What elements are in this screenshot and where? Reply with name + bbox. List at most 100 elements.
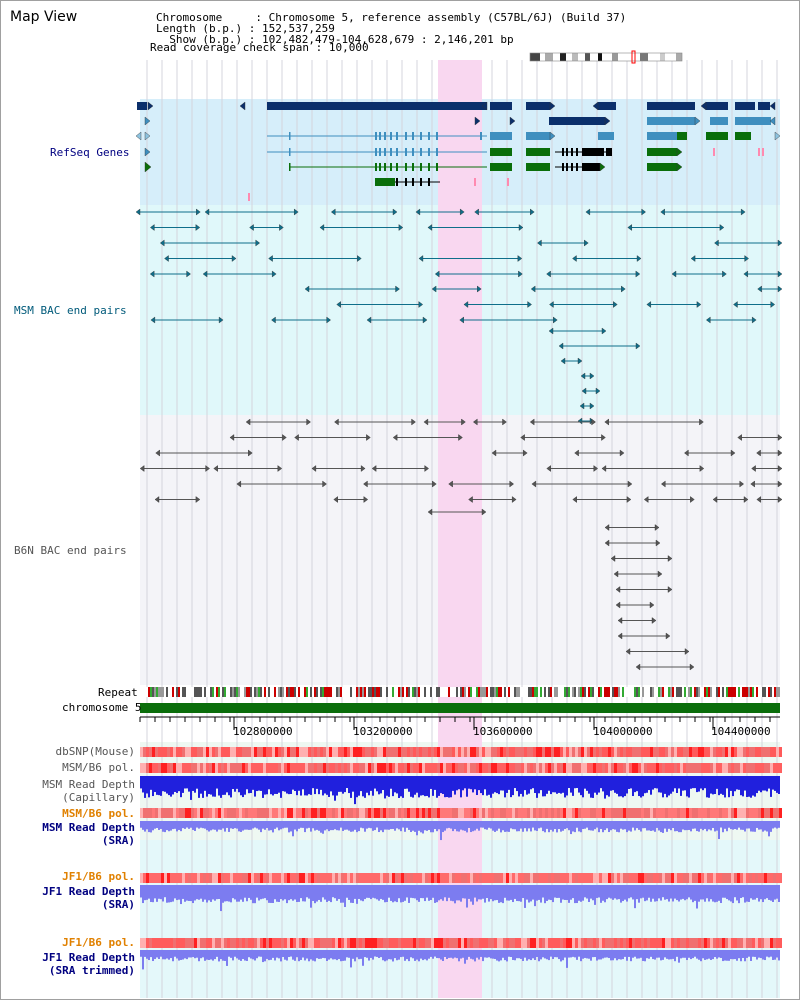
b6n-bac-pair-end <box>601 465 607 472</box>
jf1-depth-bar <box>338 885 340 900</box>
repeat-element <box>684 687 686 697</box>
jf1-depth-bar <box>168 885 170 903</box>
jf1-depth-bar <box>246 885 248 902</box>
jf1-depth-bar <box>742 885 744 898</box>
jf1-depth-trimmed-bar <box>632 950 634 958</box>
jf1-b6-pol-cell <box>755 873 758 883</box>
jf1-b6-pol-trim-cell <box>575 938 578 948</box>
ideogram-band <box>560 53 566 61</box>
jf1-depth-trimmed-bar <box>392 950 394 962</box>
jf1-b6-pol-trim-cell <box>281 938 284 948</box>
jf1-depth-trimmed-bar <box>172 950 174 962</box>
msm-depth-capillary-bar <box>278 776 280 793</box>
repeat-element <box>274 687 276 697</box>
msm-depth-sra-bar <box>598 821 600 833</box>
jf1-depth-bar <box>368 885 370 898</box>
jf1-depth-trimmed-bar <box>634 950 636 957</box>
dbsnp-cell <box>515 747 518 757</box>
jf1-depth-bar <box>222 885 224 903</box>
repeat-element <box>148 687 150 697</box>
track-label-refseq[interactable]: RefSeq Genes <box>50 146 130 159</box>
track-label-chromosome[interactable]: chromosome 5 <box>62 701 142 714</box>
msm-b6-pol-cell <box>176 763 179 773</box>
jf1-b6-pol-trim-cell <box>539 938 542 948</box>
repeat-element <box>578 687 580 697</box>
msm-depth-capillary-bar <box>542 776 544 797</box>
track-label-jf1-b6-pol-trim[interactable]: JF1/B6 pol. <box>62 936 135 949</box>
msm-b6-pol-cell <box>653 763 656 773</box>
jf1-depth-trimmed-bar <box>772 950 774 960</box>
jf1-depth-bar <box>698 885 700 902</box>
msm-b6-pol-sra-cell <box>620 808 623 818</box>
msm-b6-pol-sra-cell <box>221 808 224 818</box>
track-label-msm-depth-capillary[interactable]: MSM Read Depth <box>42 778 135 791</box>
jf1-depth-bar <box>446 885 448 902</box>
msm-depth-capillary-bar <box>236 776 238 789</box>
track-label-msm-depth-sra[interactable]: MSM Read Depth <box>42 821 135 834</box>
repeat-element <box>460 687 462 697</box>
track-label-jf1-depth-trimmed[interactable]: JF1 Read Depth <box>42 951 135 964</box>
jf1-depth-trimmed-bar <box>276 950 278 958</box>
gene-exon <box>526 132 550 140</box>
jf1-depth-bar <box>422 885 424 899</box>
jf1-depth-trimmed-bar <box>304 950 306 961</box>
msm-b6-pol-cell <box>236 763 239 773</box>
dbsnp-cell <box>473 747 476 757</box>
dbsnp-cell <box>527 747 530 757</box>
jf1-depth-bar <box>598 885 600 898</box>
track-label-msm-b6-pol-sra[interactable]: MSM/B6 pol. <box>62 807 135 820</box>
track-label-jf1-b6-pol[interactable]: JF1/B6 pol. <box>62 870 135 883</box>
track-label-msm-b6-pol[interactable]: MSM/B6 pol. <box>62 761 135 774</box>
track-label-repeat[interactable]: Repeat <box>98 686 138 699</box>
jf1-depth-trimmed-bar <box>706 950 708 960</box>
msm-depth-capillary-bar <box>678 776 680 789</box>
dbsnp-cell <box>749 747 752 757</box>
jf1-depth-bar <box>478 885 480 900</box>
b6n-bac-pair-end <box>777 496 783 503</box>
msm-depth-capillary-bar <box>604 776 606 799</box>
msm-b6-pol-sra-cell <box>236 808 239 818</box>
jf1-depth-bar <box>496 885 498 901</box>
dbsnp-cell <box>650 747 653 757</box>
msm-depth-sra-bar <box>500 821 502 833</box>
msm-b6-pol-cell <box>407 763 410 773</box>
jf1-depth-trimmed-bar <box>730 950 732 960</box>
dbsnp-cell <box>572 747 575 757</box>
jf1-b6-pol-trim-cell <box>566 938 569 948</box>
msm-b6-pol-sra-cell <box>770 808 773 818</box>
msm-depth-sra-bar <box>548 821 550 833</box>
msm-b6-pol-cell <box>626 763 629 773</box>
jf1-b6-pol-trim-cell <box>239 938 242 948</box>
repeat-element <box>286 687 288 697</box>
msm-bac-pair-end <box>150 316 156 324</box>
track-label-msm-bac[interactable]: MSM BAC end pairs <box>14 304 127 317</box>
track-label-b6n-bac[interactable]: B6N BAC end pairs <box>14 544 127 557</box>
jf1-depth-trimmed-bar <box>500 950 502 961</box>
msm-depth-capillary-bar <box>558 776 560 793</box>
msm-depth-capillary-bar <box>748 776 750 797</box>
gene-strand-arrow <box>481 101 488 111</box>
msm-depth-capillary-bar <box>338 776 340 792</box>
jf1-depth-trimmed-bar <box>590 950 592 961</box>
msm-b6-pol-sra-cell <box>245 808 248 818</box>
msm-b6-pol-sra-cell <box>299 808 302 818</box>
jf1-b6-pol-trim-cell <box>668 938 671 948</box>
msm-b6-pol-cell <box>239 763 242 773</box>
jf1-depth-bar <box>248 885 250 898</box>
jf1-depth-bar <box>688 885 690 898</box>
msm-depth-sra-bar <box>446 821 448 829</box>
repeat-element <box>748 687 750 697</box>
msm-depth-capillary-bar <box>588 776 590 794</box>
dbsnp-cell <box>605 747 608 757</box>
msm-bac-pair-end <box>271 270 277 278</box>
ideogram-band <box>660 53 665 61</box>
msm-bac-pair-end <box>326 316 331 324</box>
msm-b6-pol-cell <box>734 763 737 773</box>
msm-b6-pol-sra-cell <box>398 808 401 818</box>
msm-b6-pol-cell <box>416 763 419 773</box>
track-label-dbsnp[interactable]: dbSNP(Mouse) <box>55 745 135 758</box>
track-label-jf1-depth[interactable]: JF1 Read Depth <box>42 885 135 898</box>
repeat-element <box>672 687 674 697</box>
jf1-depth-bar <box>322 885 324 898</box>
